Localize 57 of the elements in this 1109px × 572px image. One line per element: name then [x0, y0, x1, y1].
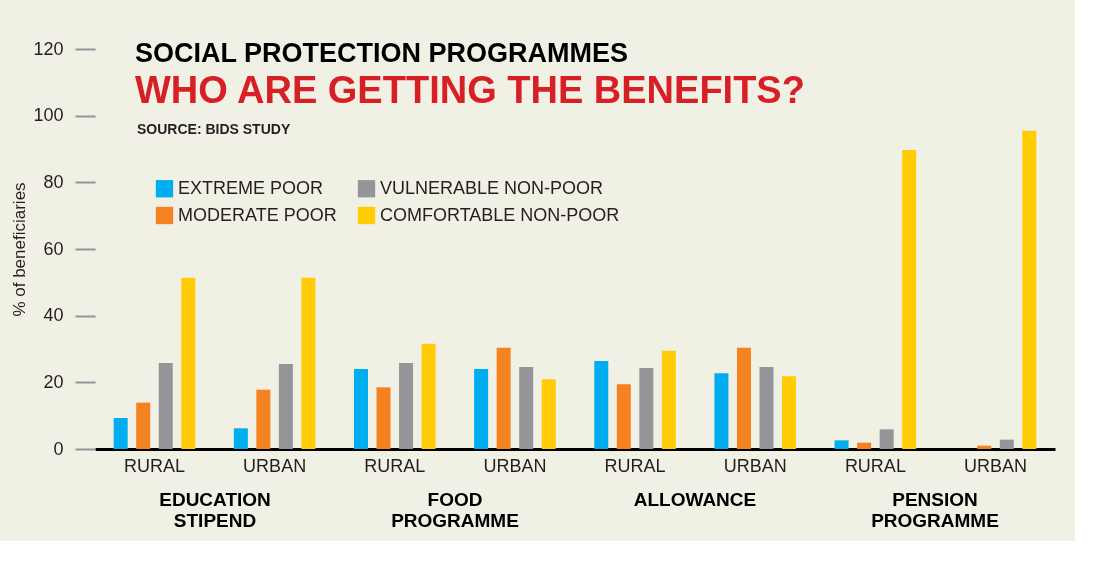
y-tick-label: 0	[53, 438, 64, 459]
bar	[496, 347, 511, 449]
y-tick-label: 80	[43, 171, 64, 192]
bar	[759, 367, 774, 449]
y-tick-label: 100	[33, 105, 64, 126]
x-tick-label: RURAL	[604, 455, 666, 476]
bar	[301, 277, 316, 449]
x-tick-label: URBAN	[483, 455, 547, 476]
x-tick-label: RURAL	[844, 455, 906, 476]
y-tick-label: 20	[43, 371, 64, 392]
bar	[834, 440, 849, 449]
text: ALLOWANCE	[633, 489, 757, 510]
bar	[278, 364, 293, 449]
bar	[474, 369, 489, 449]
x-tick-label: URBAN	[964, 455, 1028, 476]
x-tick-label: URBAN	[243, 455, 307, 476]
chart-title: SOCIAL PROTECTION PROGRAMMES	[135, 38, 629, 68]
bar	[736, 347, 751, 449]
bar	[594, 361, 609, 449]
text: PENSION PROGRAMME	[871, 489, 999, 531]
bar	[714, 373, 729, 449]
bar	[782, 376, 797, 449]
legend-label: VULNERABLE NON-POOR	[380, 177, 604, 198]
bar	[639, 368, 654, 449]
annotation: SOURCE: BIDS STUDY	[137, 121, 291, 137]
bar	[136, 402, 151, 449]
legend-label: COMFORTABLE NON-POOR	[380, 204, 620, 225]
bar	[661, 350, 676, 449]
bar	[857, 442, 872, 449]
legend-label: MODERATE POOR	[178, 204, 337, 225]
bar	[256, 389, 271, 449]
bar	[158, 363, 173, 449]
text: EDUCATION STIPEND	[159, 489, 271, 531]
x-tick-label: RURAL	[364, 455, 426, 476]
bar	[879, 429, 894, 449]
bar	[902, 150, 917, 449]
x-tick-label: RURAL	[123, 455, 185, 476]
bar	[376, 387, 391, 449]
legend-label: EXTREME POOR	[178, 177, 324, 198]
y-tick-label: 60	[43, 238, 64, 259]
bar	[113, 418, 128, 449]
x-tick-label: URBAN	[723, 455, 787, 476]
text: FOOD PROGRAMME	[391, 489, 519, 531]
bar	[999, 439, 1014, 449]
y-tick-label: 120	[33, 38, 64, 59]
bar	[181, 277, 196, 449]
bar	[519, 367, 534, 449]
bar	[1022, 130, 1037, 449]
bar	[616, 384, 631, 449]
y-tick-label: 40	[43, 305, 64, 326]
bar	[421, 343, 436, 449]
bar	[399, 363, 414, 449]
text: WHO ARE GETTING THE BENEFITS?	[135, 69, 805, 111]
bar	[541, 379, 556, 449]
bar	[233, 428, 248, 449]
y-axis-title: % of beneficiaries	[10, 182, 30, 317]
bar	[353, 369, 368, 449]
